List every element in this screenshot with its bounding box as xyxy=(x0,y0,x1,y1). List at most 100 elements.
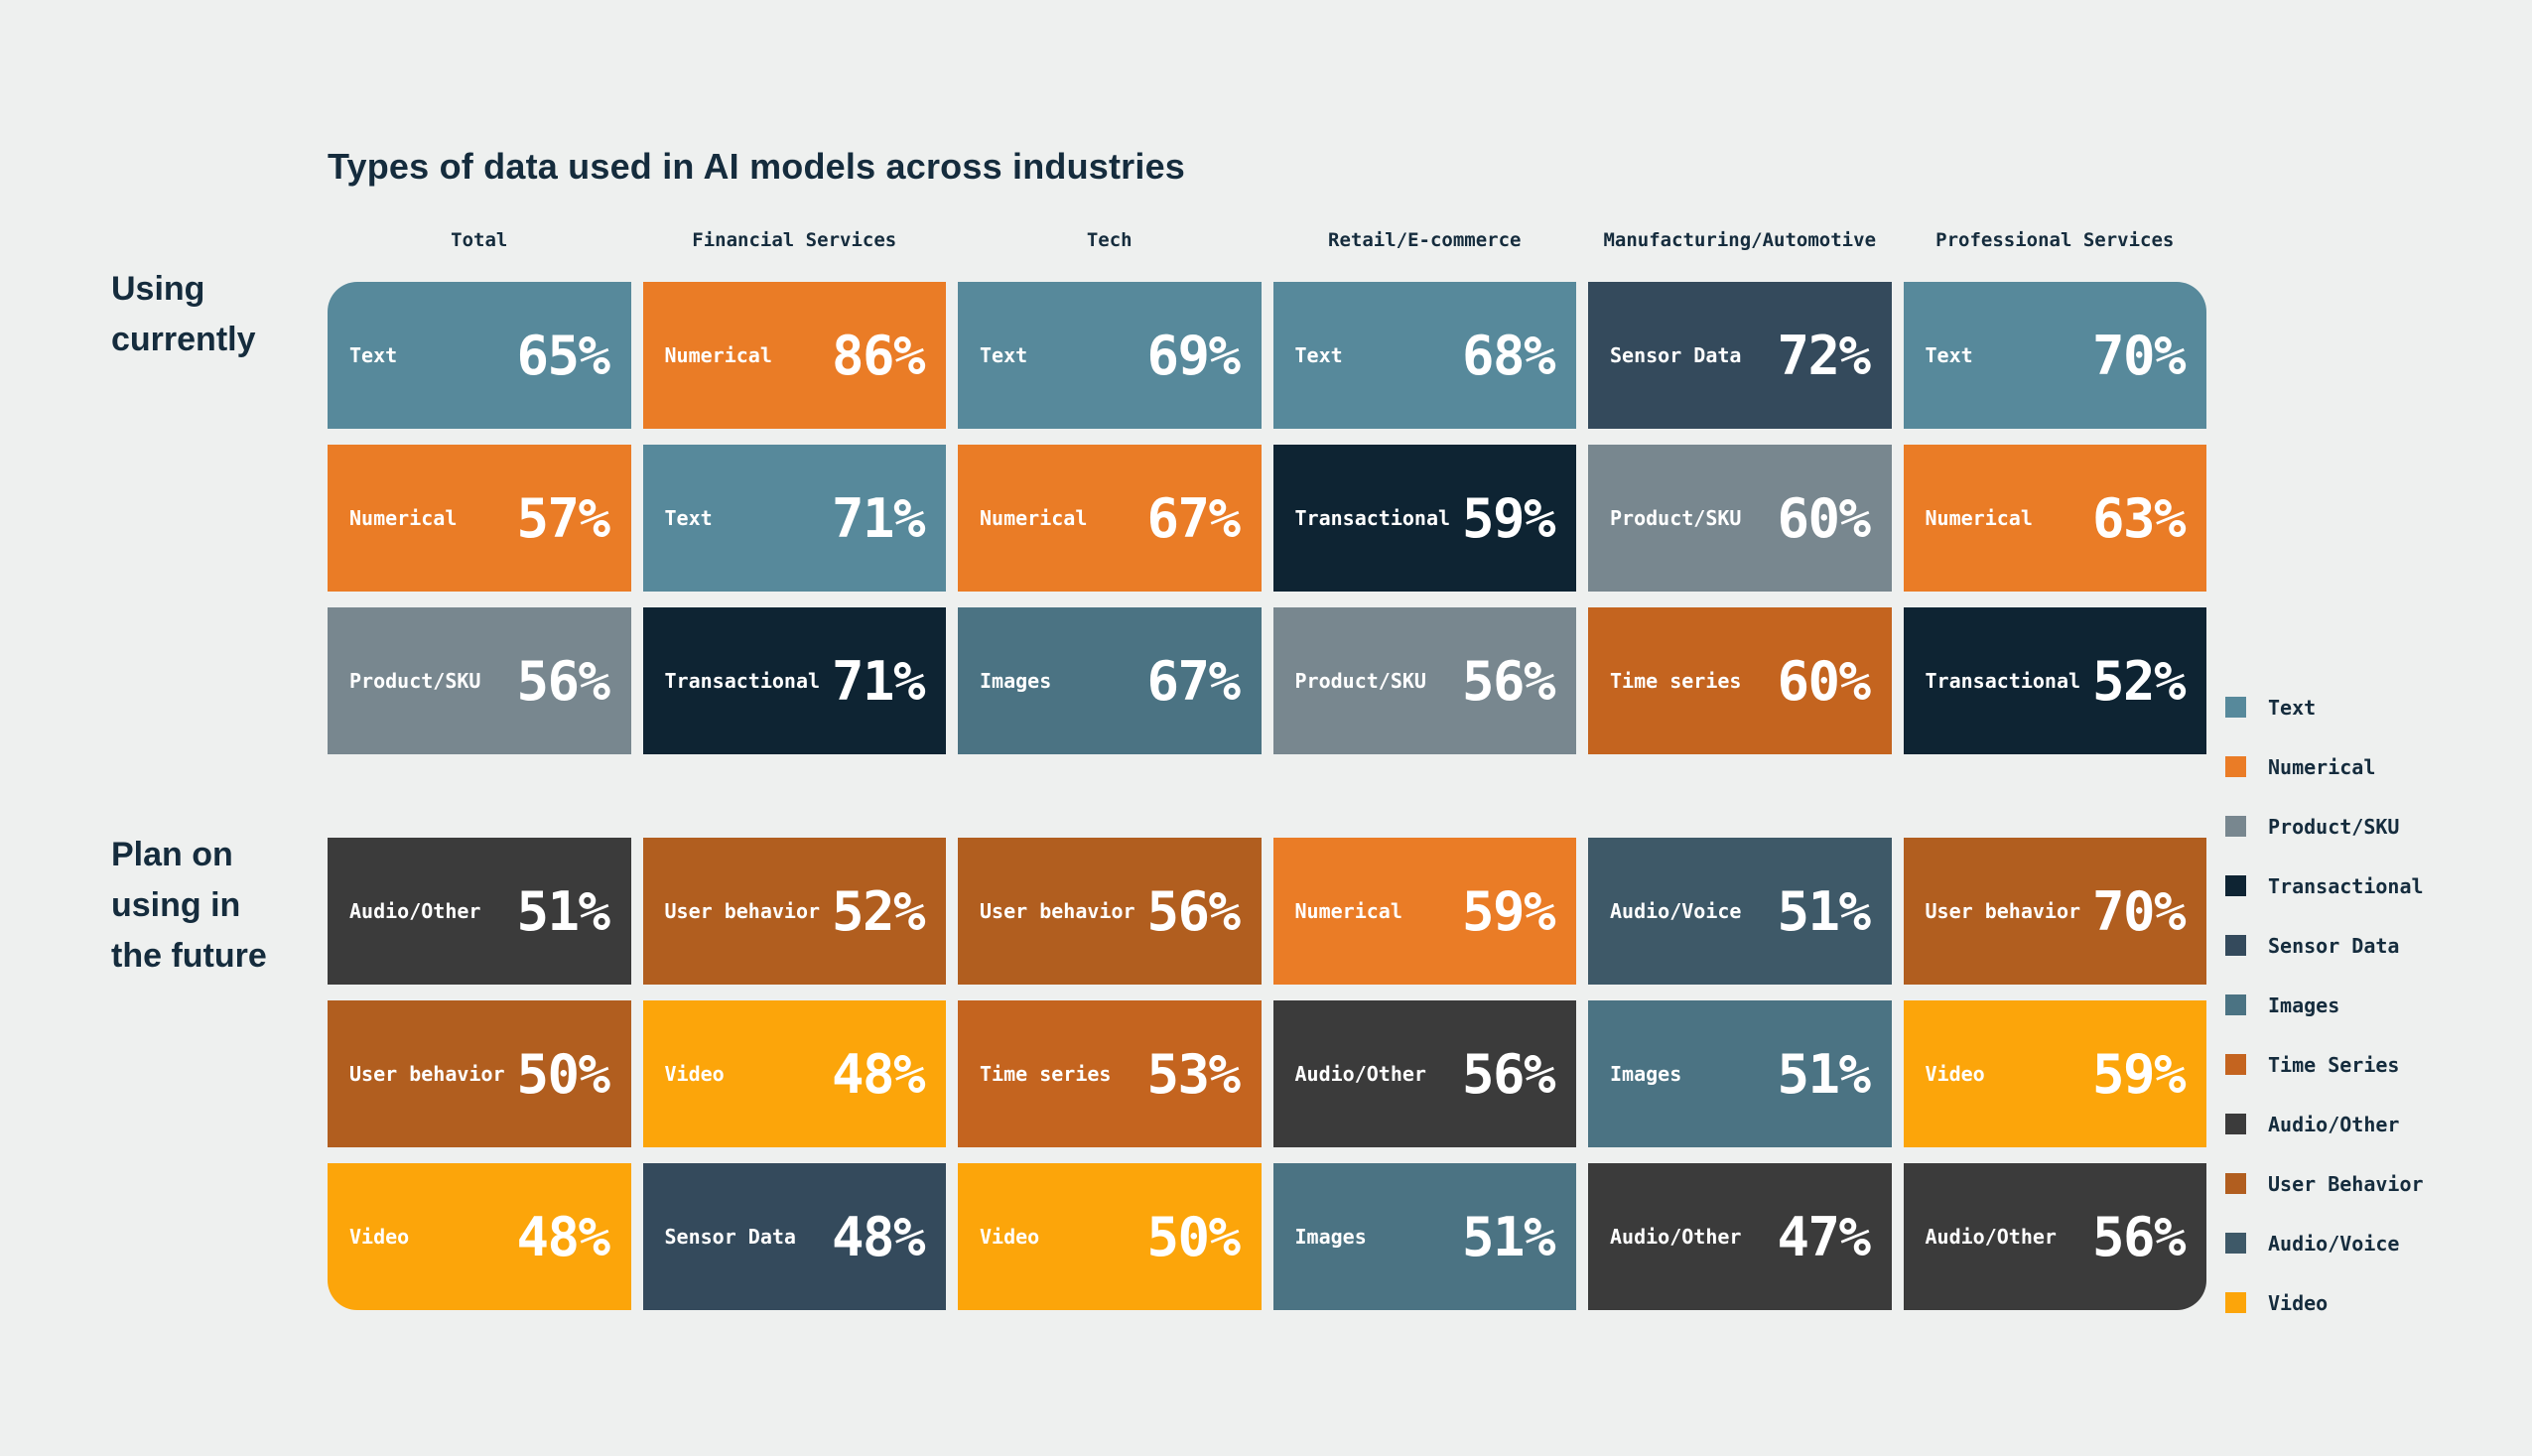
tile-label: Numerical xyxy=(1294,899,1402,923)
data-tile: Sensor Data 48% xyxy=(642,1163,946,1310)
tile-value: 56% xyxy=(1146,879,1241,943)
tile-label: Audio/Other xyxy=(1925,1225,2057,1249)
tile-value: 60% xyxy=(1777,649,1871,713)
data-tile: Numerical 86% xyxy=(642,282,946,429)
column-headers: Total Financial Services Tech Retail/E-comm… xyxy=(328,229,2206,251)
tile-value: 86% xyxy=(831,324,926,387)
grid-plan-future: Audio/Other 51% User behavior 52% User behav… xyxy=(328,838,2206,1310)
tile-value: 51% xyxy=(1777,1042,1871,1106)
legend-item: Audio/Other xyxy=(2225,1112,2424,1136)
data-tile: Images 67% xyxy=(958,607,1262,754)
tile-value: 56% xyxy=(516,649,610,713)
grid-using-currently: Text 65% Numerical 86% Text 69% Text 68% Sensor … xyxy=(328,282,2206,754)
tile-value: 70% xyxy=(2091,879,2187,943)
data-tile: Audio/Other 47% xyxy=(1588,1163,1892,1310)
data-tile: Product/SKU 56% xyxy=(1272,607,1576,754)
legend-swatch xyxy=(2225,816,2246,837)
data-tile: Text 69% xyxy=(958,282,1262,429)
tile-label: Product/SKU xyxy=(349,669,481,693)
tile-label: Numerical xyxy=(349,506,458,530)
tile-label: Audio/Voice xyxy=(1610,899,1742,923)
tile-value: 60% xyxy=(1777,486,1871,550)
legend-swatch xyxy=(2225,697,2246,718)
legend-swatch xyxy=(2225,875,2246,896)
data-tile: Time series 60% xyxy=(1588,607,1892,754)
legend-label: Time Series xyxy=(2268,1052,2400,1077)
tile-label: Numerical xyxy=(664,343,772,367)
data-tile: Audio/Voice 51% xyxy=(1588,838,1892,985)
legend-item: Video xyxy=(2225,1291,2424,1315)
tile-label: Text xyxy=(664,506,713,530)
tile-value: 70% xyxy=(2091,324,2187,387)
tile-label: Images xyxy=(1610,1062,1682,1086)
column-header: Tech xyxy=(1086,229,1133,251)
tile-value: 51% xyxy=(516,879,610,943)
tile-label: Numerical xyxy=(980,506,1088,530)
data-tile: Numerical 63% xyxy=(1903,445,2206,592)
data-tile: Sensor Data 72% xyxy=(1588,282,1892,429)
tile-value: 48% xyxy=(516,1205,610,1268)
tile-value: 51% xyxy=(1461,1205,1556,1268)
tile-label: User behavior xyxy=(980,899,1135,923)
data-tile: Text 70% xyxy=(1903,282,2206,429)
tile-label: Audio/Other xyxy=(1294,1062,1426,1086)
legend-item: Images xyxy=(2225,993,2424,1017)
tile-label: Transactional xyxy=(1294,506,1451,530)
legend-item: Product/SKU xyxy=(2225,814,2424,839)
data-tile: Audio/Other 56% xyxy=(1903,1163,2206,1310)
tile-label: User behavior xyxy=(1925,899,2081,923)
legend-swatch xyxy=(2225,1114,2246,1134)
tile-label: Text xyxy=(980,343,1028,367)
column-header: Total xyxy=(451,229,508,251)
tile-value: 59% xyxy=(2091,1042,2187,1106)
tile-value: 48% xyxy=(831,1042,926,1106)
data-tile: Text 65% xyxy=(328,282,631,429)
tile-label: Video xyxy=(1925,1062,1985,1086)
tile-value: 69% xyxy=(1146,324,1241,387)
group-label-plan-future: Plan on using in the future xyxy=(111,836,267,975)
tile-value: 68% xyxy=(1461,324,1556,387)
legend-label: Audio/Other xyxy=(2268,1112,2400,1136)
data-tile: User behavior 70% xyxy=(1903,838,2206,985)
legend-swatch xyxy=(2225,994,2246,1015)
data-tile: Time series 53% xyxy=(958,1000,1262,1147)
legend-label: Product/SKU xyxy=(2268,814,2400,839)
tile-label: Sensor Data xyxy=(1610,343,1742,367)
legend-swatch xyxy=(2225,1054,2246,1075)
tile-value: 63% xyxy=(2091,486,2187,550)
tile-label: User behavior xyxy=(349,1062,505,1086)
data-tile: User behavior 52% xyxy=(642,838,946,985)
tile-value: 52% xyxy=(831,879,926,943)
column-header: Professional Services xyxy=(1935,229,2175,251)
data-tile: Text 68% xyxy=(1272,282,1576,429)
tile-label: Product/SKU xyxy=(1610,506,1742,530)
legend-item: Transactional xyxy=(2225,874,2424,898)
legend-item: Text xyxy=(2225,696,2424,720)
tile-label: Text xyxy=(349,343,398,367)
data-tile: Audio/Other 56% xyxy=(1272,1000,1576,1147)
data-tile: Images 51% xyxy=(1272,1163,1576,1310)
data-tile: Product/SKU 56% xyxy=(328,607,631,754)
legend: Text Numerical Product/SKU Transactional Sen… xyxy=(2225,696,2424,1352)
data-tile: Numerical 59% xyxy=(1272,838,1576,985)
data-tile: User behavior 50% xyxy=(328,1000,631,1147)
legend-item: Time Series xyxy=(2225,1052,2424,1077)
tile-value: 48% xyxy=(831,1205,926,1268)
legend-item: Sensor Data xyxy=(2225,934,2424,958)
tile-value: 71% xyxy=(831,486,926,550)
data-tile: User behavior 56% xyxy=(958,838,1262,985)
legend-label: Numerical xyxy=(2268,754,2376,779)
legend-swatch xyxy=(2225,1233,2246,1254)
tile-value: 65% xyxy=(516,324,610,387)
tile-label: Time series xyxy=(1610,669,1742,693)
tile-value: 53% xyxy=(1146,1042,1241,1106)
data-tile: Numerical 57% xyxy=(328,445,631,592)
tile-value: 71% xyxy=(831,649,926,713)
tile-value: 56% xyxy=(1461,649,1556,713)
column-header: Retail/E-commerce xyxy=(1328,229,1522,251)
legend-item: User Behavior xyxy=(2225,1172,2424,1196)
data-tile: Numerical 67% xyxy=(958,445,1262,592)
tile-value: 72% xyxy=(1777,324,1871,387)
legend-item: Numerical xyxy=(2225,754,2424,779)
data-tile: Text 71% xyxy=(642,445,946,592)
